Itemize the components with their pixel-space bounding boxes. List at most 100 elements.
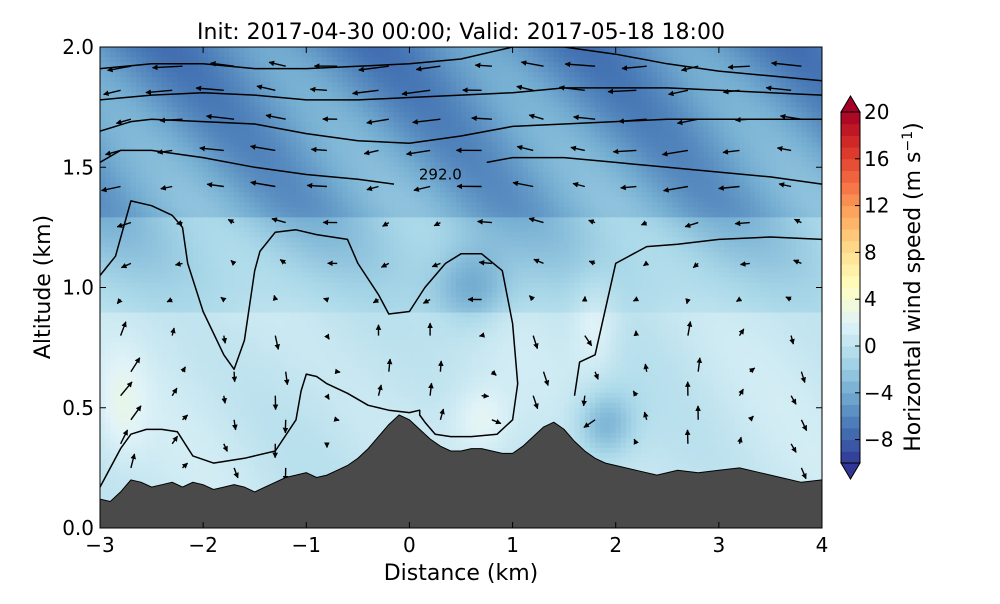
field-cell — [295, 212, 302, 218]
field-cell — [270, 332, 276, 339]
field-cell — [357, 372, 364, 379]
field-cell — [213, 197, 220, 203]
field-cell — [249, 127, 256, 133]
field-cell — [167, 207, 173, 213]
field-cell — [110, 247, 117, 254]
field-cell — [197, 72, 204, 78]
field-cell — [316, 387, 323, 394]
field-cell — [213, 167, 220, 173]
field-cell — [347, 52, 354, 58]
field-cell — [316, 412, 323, 419]
field-cell — [161, 292, 168, 299]
field-cell — [208, 417, 215, 424]
field-cell — [105, 127, 111, 133]
field-cell — [146, 57, 153, 63]
field-cell — [177, 312, 184, 319]
field-cell — [182, 377, 189, 384]
field-cell — [120, 142, 127, 148]
field-cell — [130, 132, 137, 138]
field-cell — [270, 437, 276, 444]
field-cell — [110, 267, 117, 274]
field-cell — [115, 322, 122, 329]
field-cell — [259, 437, 266, 444]
field-cell — [254, 482, 261, 489]
field-cell — [234, 332, 240, 339]
field-cell — [208, 347, 215, 354]
field-cell — [228, 62, 235, 68]
field-cell — [136, 57, 142, 63]
field-cell — [332, 372, 338, 379]
field-cell — [234, 307, 240, 314]
field-cell — [249, 62, 256, 68]
field-cell — [161, 102, 168, 108]
field-cell — [295, 327, 302, 334]
field-cell — [115, 347, 122, 354]
field-cell — [337, 157, 343, 163]
field-cell — [130, 237, 137, 244]
field-cell — [228, 337, 235, 344]
field-cell — [259, 232, 266, 238]
field-cell — [192, 437, 199, 444]
field-cell — [120, 437, 127, 444]
field-cell — [295, 377, 302, 384]
field-cell — [295, 457, 302, 464]
field-cell — [167, 382, 173, 389]
field-cell — [239, 427, 245, 434]
field-cell — [213, 292, 220, 299]
field-cell — [352, 192, 359, 198]
field-cell — [105, 367, 111, 374]
field-cell — [239, 157, 245, 163]
field-cell — [172, 207, 178, 213]
field-cell — [301, 102, 307, 108]
field-cell — [208, 352, 215, 359]
field-cell — [218, 192, 225, 198]
field-cell — [280, 87, 287, 93]
field-cell — [172, 147, 178, 153]
field-cell — [239, 82, 245, 88]
field-cell — [187, 62, 194, 68]
field-cell — [141, 47, 148, 53]
field-cell — [151, 362, 158, 369]
field-cell — [110, 77, 117, 83]
field-cell — [177, 402, 184, 409]
field-cell — [161, 457, 168, 464]
field-cell — [125, 417, 132, 424]
field-cell — [100, 112, 106, 118]
field-cell — [306, 122, 313, 128]
field-cell — [120, 162, 127, 168]
field-cell — [100, 352, 106, 359]
field-cell — [342, 137, 349, 143]
field-cell — [151, 332, 158, 339]
field-cell — [321, 417, 328, 424]
field-cell — [151, 387, 158, 394]
field-cell — [234, 57, 240, 63]
field-cell — [275, 262, 282, 269]
field-cell — [177, 182, 184, 188]
field-cell — [100, 167, 106, 173]
field-cell — [357, 132, 364, 138]
field-cell — [213, 322, 220, 329]
field-cell — [352, 422, 359, 429]
field-cell — [167, 447, 173, 454]
field-cell — [218, 222, 225, 228]
field-cell — [120, 87, 127, 93]
field-cell — [151, 277, 158, 284]
field-cell — [182, 322, 189, 329]
field-cell — [125, 272, 132, 279]
field-cell — [172, 242, 178, 249]
field-cell — [285, 132, 292, 138]
field-cell — [156, 387, 163, 394]
field-cell — [311, 217, 318, 223]
field-cell — [347, 292, 354, 299]
field-cell — [363, 432, 369, 439]
field-cell — [321, 282, 328, 289]
field-cell — [316, 267, 323, 274]
field-cell — [105, 372, 111, 379]
field-cell — [244, 237, 251, 244]
field-cell — [120, 387, 127, 394]
field-cell — [203, 247, 209, 254]
field-cell — [275, 132, 282, 138]
field-cell — [213, 77, 220, 83]
field-cell — [218, 362, 225, 369]
field-cell — [182, 287, 189, 294]
